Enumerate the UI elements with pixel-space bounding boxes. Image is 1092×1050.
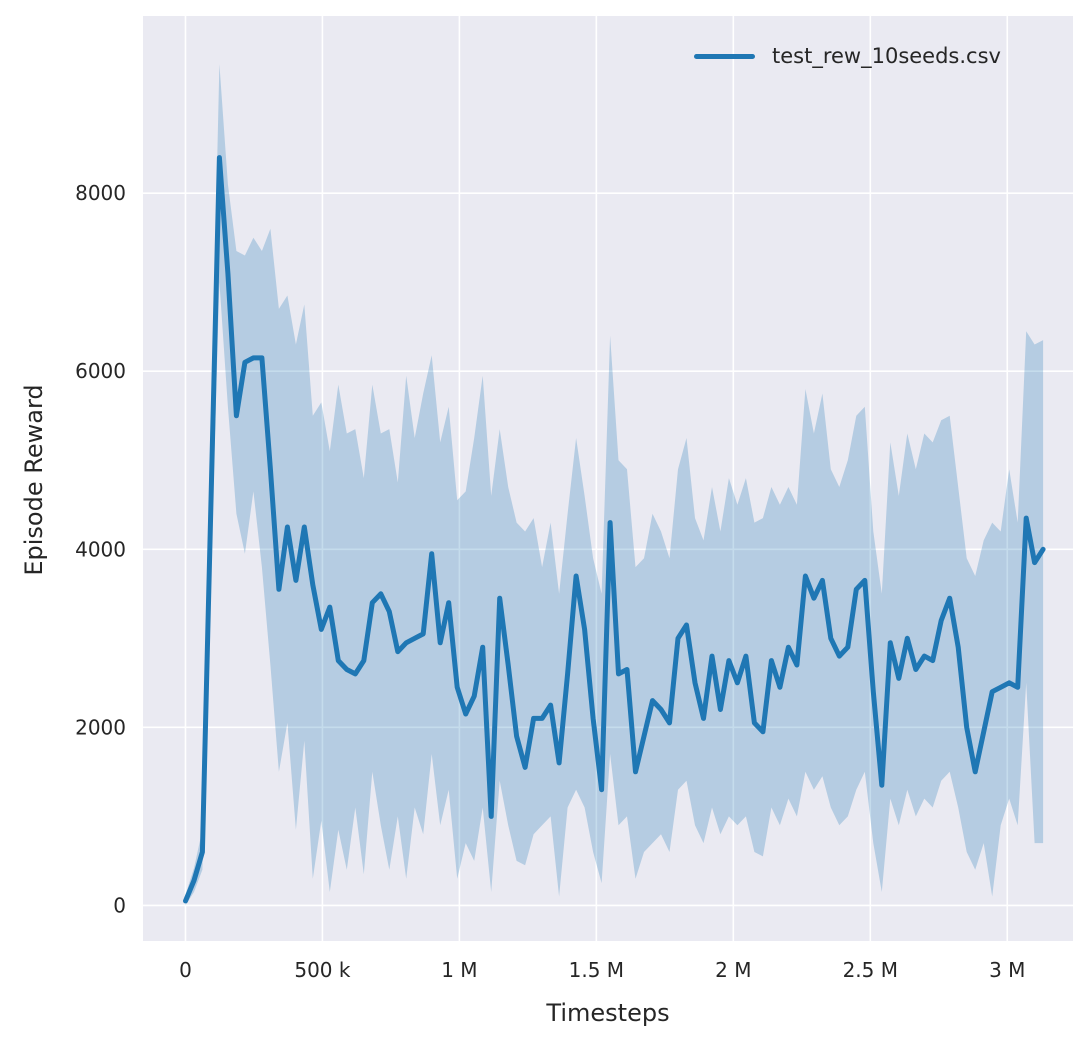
y-tick-label: 8000	[75, 181, 126, 205]
mean-line	[183, 155, 1046, 904]
y-tick-label: 2000	[75, 715, 126, 739]
y-tick-label: 6000	[75, 359, 126, 383]
x-axis-label: Timesteps	[546, 999, 670, 1027]
y-tick-label: 0	[113, 893, 126, 917]
x-tick-label: 2.5 M	[843, 958, 898, 982]
x-tick-label: 500 k	[294, 958, 351, 982]
x-tick-label: 1 M	[441, 958, 477, 982]
x-tick-label: 3 M	[989, 958, 1025, 982]
confidence-band	[185, 64, 1044, 906]
y-tick-label: 4000	[75, 537, 126, 561]
x-tick-label: 1.5 M	[569, 958, 624, 982]
plot-area	[143, 16, 1073, 941]
legend-line-sample	[694, 53, 755, 59]
tick-labels: 0 500 k 1 M 1.5 M 2 M 2.5 M 3 M 0 2000 4000 6000 80…	[75, 181, 1025, 982]
legend-label: test_rew_10seeds.csv	[772, 44, 1001, 68]
legend: test_rew_10seeds.csv	[694, 44, 1001, 68]
x-tick-label: 2 M	[715, 958, 751, 982]
x-tick-label: 0	[179, 958, 192, 982]
y-axis-label: Episode Reward	[20, 384, 48, 576]
